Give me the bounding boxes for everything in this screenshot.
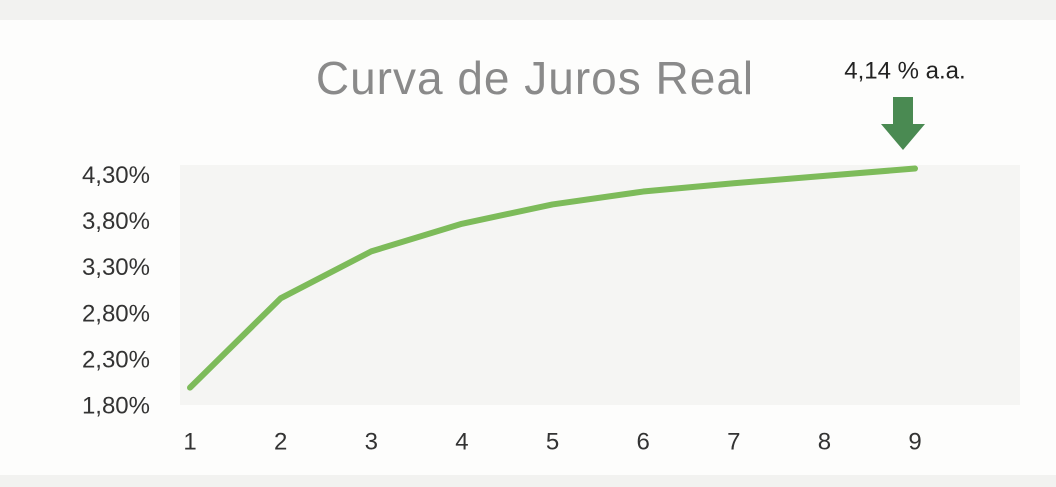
x-tick-label: 6 [636,428,649,455]
plot-area [180,165,1020,405]
y-tick-label: 2,80% [82,300,150,327]
x-tick-label: 4 [455,428,468,455]
annotation-arrow [881,97,925,150]
y-tick-label: 2,30% [82,346,150,373]
x-tick-label: 7 [727,428,740,455]
line-series [187,165,918,391]
y-tick-label: 3,80% [82,208,150,235]
x-tick-label: 3 [365,428,378,455]
y-tick-label: 1,80% [82,392,150,419]
x-tick-label: 8 [818,428,831,455]
y-tick-label: 4,30% [82,162,150,189]
x-tick-label: 1 [183,428,196,455]
chart-title: Curva de Juros Real [316,52,754,104]
x-tick-label: 5 [546,428,559,455]
annotation: 4,14 % a.a. [844,57,965,84]
x-tick-label: 2 [274,428,287,455]
y-tick-label: 3,30% [82,254,150,281]
x-tick-label: 9 [908,428,921,455]
